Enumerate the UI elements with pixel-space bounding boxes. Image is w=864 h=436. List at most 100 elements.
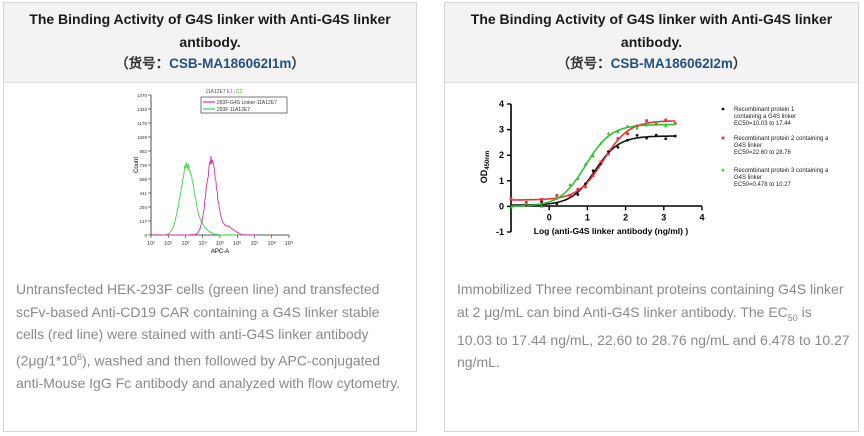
data-point [583,162,588,166]
x-tick-label: 4 [699,212,704,222]
data-point [576,193,580,196]
x-tick-label: 10⁸ [268,240,276,247]
data-point [625,124,630,128]
elisa-y-label: OD450nm [479,151,491,184]
data-point [664,118,668,122]
data-point [584,182,587,186]
x-tick-label: 2 [623,212,628,222]
data-point [591,169,595,173]
elisa-fit-curve [510,123,676,207]
data-point [673,121,677,125]
card-header: The Binding Activity of G4S linker with … [4,3,416,83]
x-tick-label: 3 [661,212,666,222]
y-tick-label: 735 [139,163,147,168]
histogram-series-magenta [154,156,258,236]
x-tick-label: 10⁶ [233,240,241,247]
data-point [568,194,572,198]
data-point [606,131,611,135]
legend-ec50: EC50=10.03 to 17.44 [734,121,792,127]
flow-histogram-chart: 11A12E7E1|C2 0 147 294 441 588 735 882 1029 1176… [124,83,298,271]
legend-label: 293F 11A12E7 [217,107,250,113]
legend-label: Recombinant protein 2 containing a [734,136,829,142]
elisa-figure: -1 0 1 2 3 4 0 1 2 3 4 OD450nm Log (anti-G4S link… [445,83,858,271]
data-point [616,129,620,133]
data-point [599,141,603,145]
x-tick-label: 10¹ [147,241,155,247]
histogram-y-label: Count [134,157,140,173]
data-point [635,133,639,137]
x-tick-label: 10⁹ [285,240,293,247]
data-point [664,124,668,128]
legend-marker [721,168,725,172]
code-suffix: ） [291,56,305,71]
y-tick-label: 2 [499,150,504,160]
legend-marker [721,107,725,111]
histogram-legend [200,96,288,114]
flow-cytometry-figure: 11A12E7E1|C2 0 147 294 441 588 735 882 1029 1176… [4,83,416,271]
y-tick-label: 4 [499,99,504,109]
x-tick-label: 10⁴ [199,240,208,247]
figure-caption: Untransfected HEK-293F cells (green line… [16,281,401,391]
legend-marker [721,136,725,140]
product-code-line: （货号：CSB-MA186062I1m） [4,54,416,74]
legend-label: G4S linker [734,175,762,181]
data-point [509,197,513,201]
elisa-binding-chart: -1 0 1 2 3 4 0 1 2 3 4 OD450nm Log (anti-G4S link… [479,99,829,237]
data-point [626,138,629,142]
legend-ec50: EC50=22.60 to 28.76 [734,150,792,156]
card-title: The Binding Activity of G4S linker with … [29,11,391,50]
data-point [509,205,513,209]
card-title: The Binding Activity of G4S linker with … [470,11,833,50]
data-point [673,134,677,138]
code-prefix: （货号： [556,56,611,71]
y-tick-label: 3 [499,125,504,135]
data-point [576,176,580,180]
data-point [591,174,595,177]
product-code-link[interactable]: CSB-MA186062I1m [169,56,292,71]
product-code-line: （货号：CSB-MA186062I2m） [445,54,858,74]
data-point [607,152,610,156]
data-point [591,154,595,158]
elisa-fit-curve [511,120,676,201]
y-tick-label: 0 [499,201,504,211]
card-header: The Binding Activity of G4S linker with … [445,3,858,83]
y-tick-label: 294 [139,205,147,210]
y-tick-label: 1176 [137,121,147,126]
y-tick-label: 1470 [137,93,148,98]
data-point [524,202,528,206]
product-code-link[interactable]: CSB-MA186062I2m [610,56,733,71]
x-tick-label: 1 [585,212,590,222]
data-point [607,150,610,154]
code-suffix: ） [732,56,747,71]
y-tick-label: 0 [144,233,147,238]
histogram-title-part: E1 [227,89,233,95]
x-tick-label: 0 [547,212,552,222]
data-point [644,123,649,127]
histogram-x-label: APC-A [211,249,229,255]
legend-label: Recombinant protein 1 [734,107,795,113]
data-point [645,119,649,123]
y-tick-label: 147 [139,219,147,224]
legend-label: G4S linker [734,143,762,149]
data-point [635,124,639,128]
y-tick-label: 441 [139,191,147,196]
data-point [654,120,658,124]
legend-ec50: EC50=0.478 to 10.27 [734,182,792,188]
y-tick-label: 1323 [137,107,148,112]
data-point [599,160,603,164]
y-tick-label: -1 [496,227,504,237]
legend-label: containing a G4S linker [734,114,796,120]
data-point [555,196,559,200]
product-card-right: The Binding Activity of G4S linker with … [444,2,859,432]
y-tick-label: 1029 [137,135,148,140]
y-tick-label: 588 [139,177,147,182]
y-tick-label: 1 [499,176,504,186]
data-point [635,126,639,130]
histogram-title-part: 11A12E7 [205,89,225,95]
histogram-title-part: C2 [236,89,243,95]
data-point [584,185,587,189]
histogram-series-green [154,162,258,236]
data-point [576,187,580,191]
data-point [568,183,572,187]
